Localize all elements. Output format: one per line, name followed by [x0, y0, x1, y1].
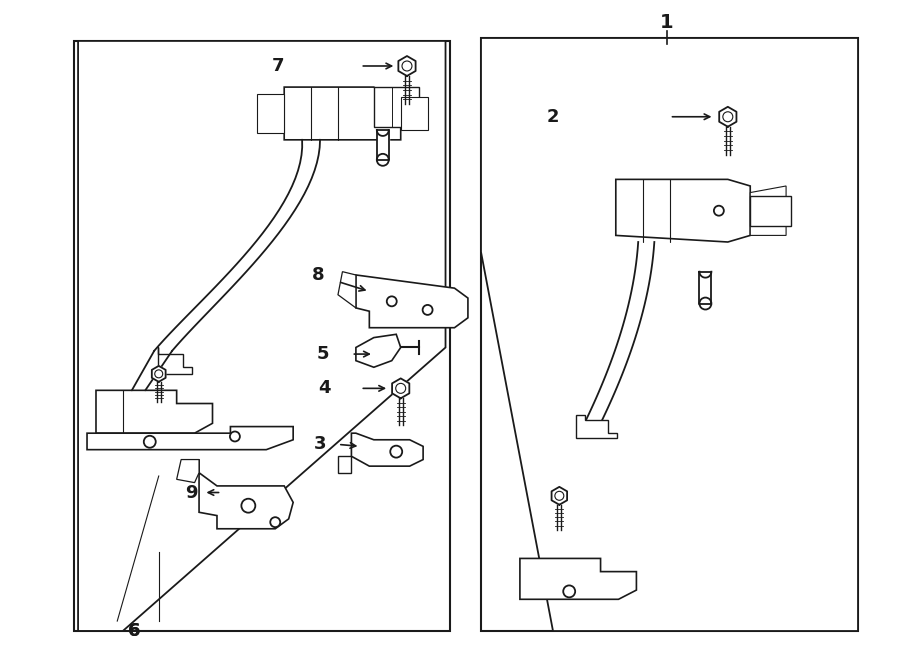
Text: 8: 8	[312, 266, 325, 284]
Circle shape	[377, 154, 389, 166]
Text: 6: 6	[129, 622, 140, 640]
Circle shape	[387, 297, 397, 307]
Circle shape	[391, 446, 402, 457]
Polygon shape	[96, 391, 212, 433]
Polygon shape	[257, 94, 284, 133]
Polygon shape	[719, 107, 736, 126]
Polygon shape	[377, 130, 389, 136]
Polygon shape	[552, 487, 567, 504]
Polygon shape	[399, 56, 416, 76]
Polygon shape	[374, 87, 419, 126]
Text: 3: 3	[314, 436, 327, 453]
Polygon shape	[377, 130, 389, 160]
Text: 1: 1	[660, 13, 674, 32]
Polygon shape	[351, 433, 423, 466]
Text: 4: 4	[319, 379, 331, 397]
Text: 5: 5	[317, 345, 329, 363]
Text: 7: 7	[272, 57, 284, 75]
Polygon shape	[482, 38, 858, 631]
Polygon shape	[338, 271, 356, 308]
Polygon shape	[699, 271, 711, 304]
Text: 2: 2	[547, 108, 559, 126]
Circle shape	[396, 383, 406, 393]
Polygon shape	[152, 366, 166, 382]
Polygon shape	[520, 559, 636, 599]
Circle shape	[423, 305, 433, 315]
Circle shape	[699, 297, 711, 310]
Polygon shape	[392, 379, 410, 399]
Polygon shape	[338, 456, 351, 473]
Polygon shape	[78, 41, 446, 631]
Circle shape	[241, 498, 256, 512]
Polygon shape	[751, 186, 786, 236]
Polygon shape	[400, 97, 428, 130]
Text: 6: 6	[129, 622, 140, 640]
Circle shape	[723, 112, 733, 122]
Circle shape	[714, 206, 724, 216]
Circle shape	[270, 517, 280, 527]
Circle shape	[563, 585, 575, 597]
Polygon shape	[616, 179, 751, 242]
Bar	[482, 38, 858, 631]
Polygon shape	[751, 196, 790, 226]
Circle shape	[144, 436, 156, 448]
Circle shape	[555, 491, 563, 500]
Circle shape	[230, 432, 240, 442]
Polygon shape	[576, 414, 616, 438]
Polygon shape	[87, 426, 293, 449]
Polygon shape	[176, 459, 199, 483]
Polygon shape	[158, 348, 192, 374]
Circle shape	[155, 370, 163, 378]
Polygon shape	[356, 275, 468, 328]
Polygon shape	[356, 334, 400, 367]
Polygon shape	[284, 87, 400, 140]
Polygon shape	[699, 271, 711, 277]
Circle shape	[402, 61, 412, 71]
Polygon shape	[199, 459, 293, 529]
Text: 9: 9	[184, 483, 197, 502]
Bar	[74, 41, 450, 631]
